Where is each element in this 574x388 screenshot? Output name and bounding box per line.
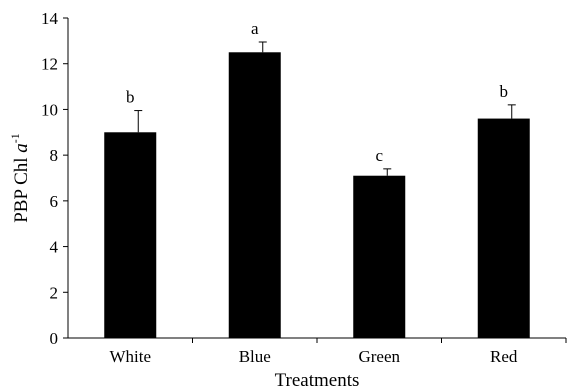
x-axis-ticks: White Blue Green Red: [109, 338, 567, 366]
bar-red: [477, 118, 530, 338]
y-tick-label: 12: [41, 55, 58, 74]
significance-label-green: c: [375, 146, 383, 165]
bars: b a c b: [104, 19, 530, 339]
y-axis-title-main: PBP Chl: [11, 153, 32, 223]
y-axis-title-italic: a: [11, 143, 32, 153]
x-tick-label-blue: Blue: [239, 347, 271, 366]
bar-blue: [228, 52, 281, 339]
significance-label-white: b: [126, 88, 135, 107]
x-tick-label-red: Red: [490, 347, 518, 366]
y-tick-label: 14: [41, 9, 59, 28]
y-tick-label: 8: [50, 146, 59, 165]
x-tick-label-green: Green: [358, 347, 400, 366]
bar-white: [104, 132, 157, 338]
y-tick-label: 6: [50, 192, 59, 211]
bar-green: [353, 175, 406, 338]
significance-label-red: b: [500, 82, 509, 101]
x-axis-title: Treatments: [275, 370, 360, 388]
y-tick-label: 4: [50, 238, 59, 257]
y-tick-label: 10: [41, 100, 58, 119]
significance-label-blue: a: [251, 19, 259, 38]
y-tick-label: 0: [50, 329, 59, 348]
y-tick-label: 2: [50, 283, 59, 302]
y-axis-ticks: 0 2 4 6 8 10 12 14: [41, 9, 68, 348]
y-axis-title: PBP Chl a-1: [8, 133, 32, 223]
x-tick-label-white: White: [109, 347, 151, 366]
y-axis-title-superscript: -1: [8, 133, 22, 143]
